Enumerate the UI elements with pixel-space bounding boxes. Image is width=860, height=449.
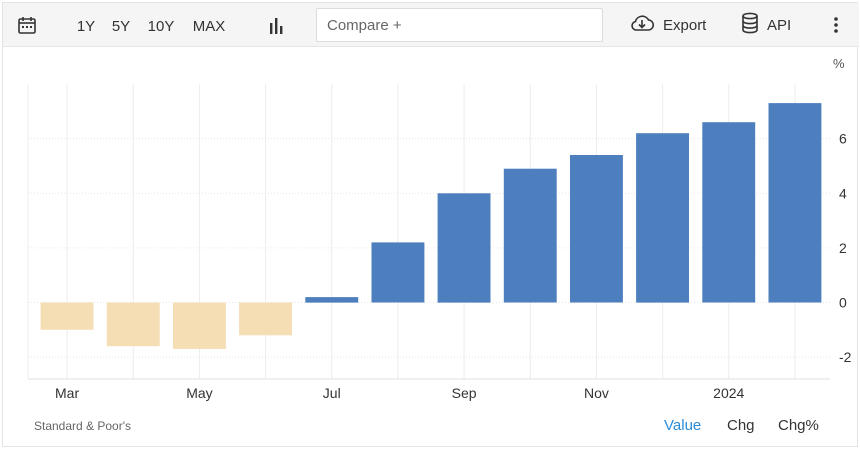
x-tick-label: Nov: [584, 385, 609, 401]
calendar-icon[interactable]: [15, 13, 39, 37]
bar-aug: [371, 242, 425, 303]
x-tick-label: Jul: [323, 385, 341, 401]
bar-mar: [40, 302, 94, 330]
compare-input[interactable]: [316, 8, 603, 42]
x-tick-label: Sep: [452, 385, 477, 401]
x-tick-label: May: [186, 385, 212, 401]
export-button[interactable]: Export: [629, 13, 706, 37]
y-tick-label: 6: [839, 131, 847, 147]
api-button[interactable]: API: [741, 12, 792, 38]
bar-jul: [305, 297, 359, 303]
bar-nov: [570, 155, 623, 303]
database-icon: [741, 12, 759, 38]
api-label: API: [767, 16, 792, 34]
range-max-button[interactable]: MAX: [192, 17, 226, 35]
tab-chg[interactable]: Chg: [727, 417, 755, 434]
export-label: Export: [663, 16, 707, 34]
y-tick-label: 4: [839, 185, 847, 201]
bar-chart-icon[interactable]: [265, 15, 287, 37]
tab-chg-percent[interactable]: Chg%: [778, 417, 819, 434]
bar-sep: [437, 193, 491, 303]
range-5y-button[interactable]: 5Y: [111, 17, 131, 35]
bar-chart: -2 0 2 4 6% Mar May Jul Sep Nov 2024: [27, 56, 852, 401]
cloud-download-icon: [629, 13, 655, 37]
bar-may: [173, 302, 226, 349]
x-tick-label: 2024: [713, 385, 744, 401]
y-tick-label: 0: [839, 295, 847, 311]
range-1y-button[interactable]: 1Y: [76, 17, 96, 35]
bar-dec: [636, 133, 689, 303]
source-label: Standard & Poor's: [34, 419, 132, 433]
bar-apr: [106, 302, 160, 347]
bar-oct: [503, 168, 557, 303]
range-10y-button[interactable]: 10Y: [147, 17, 175, 35]
x-tick-label: Mar: [55, 385, 79, 401]
chart-toolbar: 1Y 5Y 10Y MAX Export: [3, 3, 859, 47]
bar-2024: [702, 122, 756, 303]
y-unit-label: %: [833, 56, 845, 71]
bar-feb: [768, 103, 822, 303]
y-tick-label: 2: [839, 240, 847, 256]
y-tick-label: -2: [839, 349, 852, 365]
tab-value[interactable]: Value: [664, 417, 702, 434]
bar-jun: [239, 302, 292, 336]
more-vertical-icon[interactable]: [827, 14, 845, 36]
